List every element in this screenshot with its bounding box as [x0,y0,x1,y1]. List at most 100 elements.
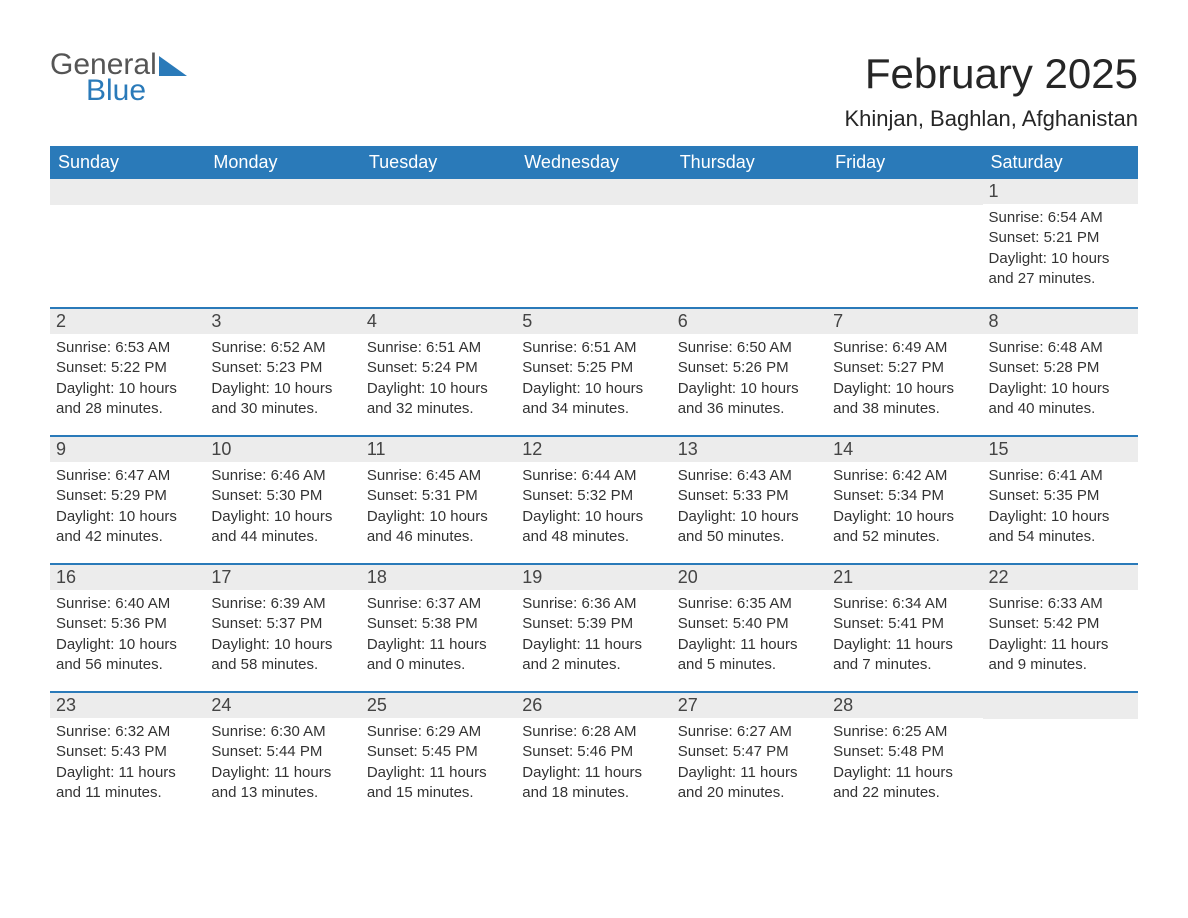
sunrise-line: Sunrise: 6:35 AM [678,594,821,614]
sunset-line: Sunset: 5:47 PM [678,742,821,762]
day-number [205,179,360,205]
sunset-line: Sunset: 5:35 PM [989,486,1132,506]
day-number: 24 [205,693,360,718]
day-number [50,179,205,205]
calendar-day: 26Sunrise: 6:28 AMSunset: 5:46 PMDayligh… [516,693,671,819]
sunrise-line: Sunrise: 6:53 AM [56,338,199,358]
day-number: 27 [672,693,827,718]
daylight-line: Daylight: 10 hours and 34 minutes. [522,379,665,420]
day-details: Sunrise: 6:29 AMSunset: 5:45 PMDaylight:… [361,718,516,813]
calendar-week: 2 Sunrise: 6:53 AMSunset: 5:22 PM Daylight… [50,307,1138,435]
day-number: 7 [827,309,982,334]
daylight-line: Daylight: 11 hours and 13 minutes. [211,763,354,804]
sunset-line: Sunset: 5:22 PM [56,358,199,378]
sunrise-line: Sunrise: 6:34 AM [833,594,976,614]
month-title: February 2025 [844,50,1138,98]
calendar-day: 5Sunrise: 6:51 AMSunset: 5:25 PMDaylight… [516,309,671,435]
sunrise-line: Sunrise: 6:52 AM [211,338,354,358]
calendar-day: 8Sunrise: 6:48 AMSunset: 5:28 PMDaylight… [983,309,1138,435]
calendar-day [827,179,982,307]
day-number: 18 [361,565,516,590]
weekday-header: Wednesday [516,146,671,179]
calendar-day: 18Sunrise: 6:37 AMSunset: 5:38 PMDayligh… [361,565,516,691]
calendar-day: 4Sunrise: 6:51 AMSunset: 5:24 PMDaylight… [361,309,516,435]
sunset-line: Sunset: 5:31 PM [367,486,510,506]
day-details: Sunrise: 6:47 AMSunset: 5:29 PMDaylight:… [50,462,205,557]
sunset-line: Sunset: 5:32 PM [522,486,665,506]
day-number: 12 [516,437,671,462]
weekday-header-row: SundayMondayTuesdayWednesdayThursdayFrid… [50,146,1138,179]
daylight-line: Daylight: 11 hours and 5 minutes. [678,635,821,676]
calendar-day: 28Sunrise: 6:25 AMSunset: 5:48 PMDayligh… [827,693,982,819]
sunset-line: Sunset: 5:23 PM [211,358,354,378]
day-details: Sunrise: 6:48 AMSunset: 5:28 PMDaylight:… [983,334,1138,429]
daylight-line: Daylight: 11 hours and 2 minutes. [522,635,665,676]
calendar-day: 3Sunrise: 6:52 AMSunset: 5:23 PMDaylight… [205,309,360,435]
sunrise-line: Sunrise: 6:29 AM [367,722,510,742]
day-number: 15 [983,437,1138,462]
calendar-day: 15Sunrise: 6:41 AMSunset: 5:35 PMDayligh… [983,437,1138,563]
day-details: Sunrise: 6:42 AMSunset: 5:34 PMDaylight:… [827,462,982,557]
sunrise-line: Sunrise: 6:32 AM [56,722,199,742]
calendar-week: 16Sunrise: 6:40 AMSunset: 5:36 PMDayligh… [50,563,1138,691]
sunrise-line: Sunrise: 6:33 AM [989,594,1132,614]
calendar-week: 23Sunrise: 6:32 AMSunset: 5:43 PMDayligh… [50,691,1138,819]
brand-logo: General Blue [50,50,187,106]
sunset-line: Sunset: 5:39 PM [522,614,665,634]
day-number: 3 [205,309,360,334]
day-number: 26 [516,693,671,718]
calendar-day: 20 Sunrise: 6:35 AMSunset: 5:40 PMDayligh… [672,565,827,691]
calendar-day: 13Sunrise: 6:43 AMSunset: 5:33 PMDayligh… [672,437,827,563]
daylight-line: Daylight: 11 hours and 18 minutes. [522,763,665,804]
daylight-line: Daylight: 10 hours and 46 minutes. [367,507,510,548]
day-details: Sunrise: 6:32 AMSunset: 5:43 PMDaylight:… [50,718,205,813]
sunrise-line: Sunrise: 6:47 AM [56,466,199,486]
sunrise-line: Sunrise: 6:37 AM [367,594,510,614]
sunrise-line: Sunrise: 6:51 AM [522,338,665,358]
day-details: Sunrise: 6:51 AMSunset: 5:25 PMDaylight:… [516,334,671,429]
day-number: 14 [827,437,982,462]
calendar-day: 7Sunrise: 6:49 AMSunset: 5:27 PMDaylight… [827,309,982,435]
daylight-line: Daylight: 11 hours and 7 minutes. [833,635,976,676]
day-number: 5 [516,309,671,334]
daylight-line: Daylight: 11 hours and 11 minutes. [56,763,199,804]
calendar-day [516,179,671,307]
calendar-day: 27Sunrise: 6:27 AMSunset: 5:47 PMDayligh… [672,693,827,819]
day-details: Sunrise: 6:51 AMSunset: 5:24 PMDaylight:… [361,334,516,429]
calendar-day: 1Sunrise: 6:54 AMSunset: 5:21 PMDaylight… [983,179,1138,307]
day-details: Sunrise: 6:40 AMSunset: 5:36 PMDaylight:… [50,590,205,685]
sunrise-line: Sunrise: 6:40 AM [56,594,199,614]
calendar-day: 11Sunrise: 6:45 AMSunset: 5:31 PMDayligh… [361,437,516,563]
location-subtitle: Khinjan, Baghlan, Afghanistan [844,106,1138,132]
weekday-header: Thursday [672,146,827,179]
calendar-day [983,693,1138,819]
sunrise-line: Sunrise: 6:50 AM [678,338,821,358]
daylight-line: Daylight: 10 hours and 48 minutes. [522,507,665,548]
sunset-line: Sunset: 5:40 PM [678,614,821,634]
sunrise-line: Sunrise: 6:44 AM [522,466,665,486]
daylight-line: Daylight: 11 hours and 0 minutes. [367,635,510,676]
sunrise-line: Sunrise: 6:48 AM [989,338,1132,358]
day-number: 2 [50,309,205,334]
day-number: 11 [361,437,516,462]
day-number: 23 [50,693,205,718]
weekday-header: Saturday [983,146,1138,179]
daylight-line: Daylight: 10 hours and 56 minutes. [56,635,199,676]
day-details: Sunrise: 6:54 AMSunset: 5:21 PMDaylight:… [983,204,1138,299]
day-number [361,179,516,205]
daylight-line: Daylight: 10 hours and 27 minutes. [989,249,1132,290]
calendar-week: 1Sunrise: 6:54 AMSunset: 5:21 PMDaylight… [50,179,1138,307]
daylight-line: Daylight: 11 hours and 9 minutes. [989,635,1132,676]
daylight-line: Daylight: 11 hours and 15 minutes. [367,763,510,804]
sunrise-line: Sunrise: 6:41 AM [989,466,1132,486]
sunrise-line: Sunrise: 6:36 AM [522,594,665,614]
day-number: 4 [361,309,516,334]
sunset-line: Sunset: 5:30 PM [211,486,354,506]
day-number: 20 [672,565,827,590]
calendar-day: 19Sunrise: 6:36 AMSunset: 5:39 PMDayligh… [516,565,671,691]
day-details: Sunrise: 6:25 AMSunset: 5:48 PMDaylight:… [827,718,982,813]
calendar: SundayMondayTuesdayWednesdayThursdayFrid… [50,146,1138,819]
calendar-day: 21Sunrise: 6:34 AMSunset: 5:41 PMDayligh… [827,565,982,691]
sunset-line: Sunset: 5:25 PM [522,358,665,378]
sunrise-line: Sunrise: 6:46 AM [211,466,354,486]
